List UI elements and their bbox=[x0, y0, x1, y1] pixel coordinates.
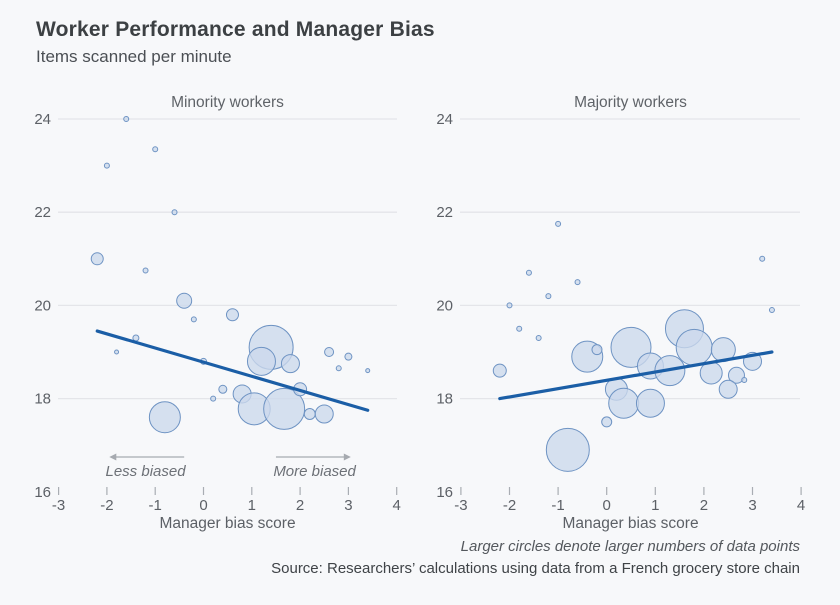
data-bubble bbox=[335, 365, 342, 372]
axis-text: 3 bbox=[344, 497, 352, 514]
data-bubble bbox=[675, 328, 713, 366]
data-bubble bbox=[176, 292, 193, 309]
axis-text: 16 bbox=[436, 484, 453, 501]
axis-text: 20 bbox=[34, 297, 51, 314]
source-credit: Source: Researchers’ calculations using … bbox=[271, 560, 800, 577]
data-bubble bbox=[727, 366, 745, 384]
panel-title: Minority workers bbox=[171, 94, 284, 111]
axis-text: -1 bbox=[551, 497, 564, 514]
data-bubble bbox=[601, 416, 613, 428]
data-bubble bbox=[142, 267, 149, 274]
data-bubble bbox=[152, 146, 159, 153]
axis-text: -2 bbox=[100, 497, 113, 514]
data-bubble bbox=[574, 279, 581, 286]
axis-text: 0 bbox=[603, 497, 611, 514]
data-bubble bbox=[768, 307, 775, 314]
data-bubble bbox=[103, 162, 110, 169]
bias-annotation-label: Less biased bbox=[106, 463, 187, 480]
data-bubble bbox=[492, 363, 507, 378]
data-bubble bbox=[218, 384, 228, 394]
figure-note: Larger circles denote larger numbers of … bbox=[460, 538, 800, 555]
data-bubble bbox=[314, 404, 334, 424]
axis-text: 20 bbox=[436, 297, 453, 314]
axis-text: 18 bbox=[436, 391, 453, 408]
data-bubble bbox=[171, 209, 178, 216]
axis-text: 0 bbox=[199, 497, 207, 514]
data-bubble bbox=[545, 427, 590, 472]
axis-text: -2 bbox=[503, 497, 516, 514]
panel-title: Majority workers bbox=[574, 94, 687, 111]
data-bubble bbox=[263, 387, 306, 430]
data-bubble bbox=[303, 407, 316, 420]
axis-text: 16 bbox=[34, 484, 51, 501]
axis-text: 1 bbox=[248, 497, 256, 514]
axis-text: 2 bbox=[296, 497, 304, 514]
data-bubble bbox=[759, 255, 766, 262]
data-bubble bbox=[635, 388, 665, 418]
data-bubble bbox=[591, 344, 603, 356]
data-bubble bbox=[555, 220, 562, 227]
data-bubble bbox=[608, 387, 640, 419]
data-bubble bbox=[246, 346, 276, 376]
data-bubble bbox=[516, 325, 523, 332]
data-bubble bbox=[280, 354, 300, 374]
axis-text: -3 bbox=[52, 497, 65, 514]
data-bubble bbox=[506, 302, 513, 309]
axis-text: 4 bbox=[797, 497, 805, 514]
panel-majority: Majority workers 24 22 20 18 16-3 -2 -1 0 1 2 3 4 Man… bbox=[436, 94, 805, 532]
data-bubble bbox=[741, 376, 748, 383]
x-axis-title: Manager bias score bbox=[159, 515, 295, 532]
data-bubble bbox=[225, 308, 239, 322]
trend-line bbox=[95, 329, 370, 412]
axis-text: -1 bbox=[149, 497, 162, 514]
data-bubble bbox=[114, 349, 120, 355]
axis-text: -3 bbox=[454, 497, 467, 514]
panel-minority: Minority workers 24 22 20 18 16-3 -2 -1 0 1 2 3 4 Man… bbox=[34, 94, 401, 532]
bias-arrow-head bbox=[343, 453, 351, 461]
bias-annotation-label: More biased bbox=[273, 463, 356, 480]
data-bubble bbox=[365, 368, 371, 374]
data-bubble bbox=[535, 335, 542, 342]
data-bubble bbox=[123, 116, 130, 122]
chart-header: Worker Performance and Manager Bias Item… bbox=[36, 18, 435, 67]
page-subtitle: Items scanned per minute bbox=[36, 47, 232, 66]
data-bubble bbox=[525, 269, 532, 276]
axis-text: 1 bbox=[651, 497, 659, 514]
data-bubble bbox=[324, 347, 335, 357]
data-bubble bbox=[210, 395, 217, 402]
axis-text: 4 bbox=[393, 497, 401, 514]
axis-text: 22 bbox=[34, 204, 51, 221]
axis-text: 18 bbox=[34, 391, 51, 408]
data-bubble bbox=[90, 252, 104, 266]
axis-text: 24 bbox=[34, 111, 51, 128]
trend-line bbox=[498, 350, 774, 401]
page-title: Worker Performance and Manager Bias bbox=[36, 18, 435, 41]
bias-arrow-head bbox=[109, 453, 117, 461]
axis-text: 3 bbox=[748, 497, 756, 514]
data-bubble bbox=[190, 316, 197, 323]
bubble-group bbox=[90, 116, 371, 434]
data-bubble bbox=[718, 379, 738, 399]
data-bubble bbox=[148, 401, 181, 434]
data-bubble bbox=[545, 293, 552, 300]
data-bubble bbox=[344, 352, 353, 361]
axis-text: 22 bbox=[436, 204, 453, 221]
axis-text: 2 bbox=[700, 497, 708, 514]
axis-text: 24 bbox=[436, 111, 453, 128]
x-axis-title: Manager bias score bbox=[562, 515, 698, 532]
bubble-group bbox=[492, 220, 775, 472]
